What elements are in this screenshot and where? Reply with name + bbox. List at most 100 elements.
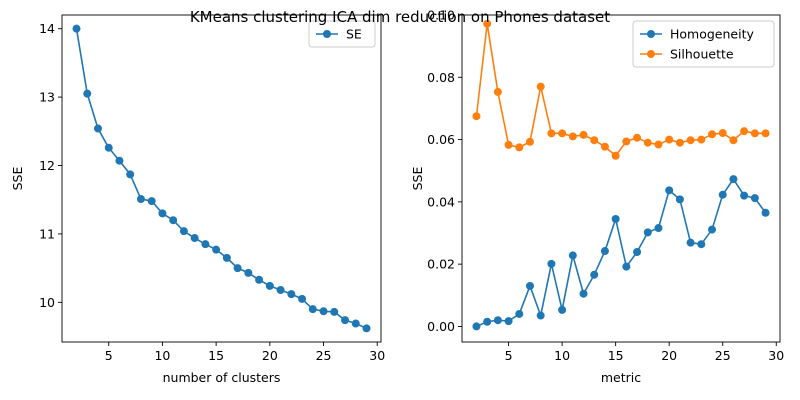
data-point-silhouette [600,142,609,151]
y-tick-label: 0.06 [427,132,455,147]
data-point-se [147,197,156,206]
legend: SE [308,20,376,48]
y-tick-label: 11 [39,226,55,241]
legend-label-silhouette: Silhouette [670,47,734,62]
data-point-homogeneity [761,208,770,217]
data-point-homogeneity [525,281,534,290]
data-point-homogeneity [675,195,684,204]
x-axis-label: metric [601,370,641,385]
x-tick-label: 30 [369,348,385,363]
y-tick-label: 0.08 [427,70,455,85]
y-tick-label: 0.02 [427,257,455,272]
data-point-silhouette [718,129,727,138]
data-point-silhouette [504,140,513,149]
legend-box [308,20,376,48]
data-point-homogeneity [611,214,620,223]
data-point-homogeneity [740,191,749,200]
data-point-silhouette [761,129,770,138]
data-point-silhouette [483,19,492,28]
data-point-se [83,89,92,98]
y-tick-label: 10 [39,295,55,310]
y-tick-label: 0.04 [427,194,455,209]
plot-area [472,19,770,331]
data-point-se [255,275,264,284]
legend-marker-se [323,30,331,38]
x-tick-label: 25 [316,348,332,363]
data-point-silhouette [740,127,749,136]
data-point-silhouette [675,138,684,147]
series-line-se [75,28,367,330]
data-point-se [233,264,242,273]
data-point-silhouette [686,136,695,145]
data-point-silhouette [750,129,759,138]
legend-marker-homogeneity [647,30,655,38]
data-point-se [351,319,360,328]
y-tick-label: 12 [39,158,55,173]
legend-label-homogeneity: Homogeneity [670,27,754,42]
data-point-se [319,307,328,316]
data-point-homogeneity [622,262,631,271]
data-point-se [222,253,231,262]
data-point-se [72,24,81,33]
x-tick-label: 20 [262,348,278,363]
x-tick-label: 5 [105,348,113,363]
x-tick-label: 5 [505,348,513,363]
x-tick-label: 15 [208,348,224,363]
data-point-se [93,124,102,133]
data-point-se [308,305,317,314]
x-tick-label: 10 [154,348,170,363]
data-point-se [341,316,350,325]
data-point-silhouette [590,136,599,145]
plot-area [72,24,371,333]
legend-marker-silhouette [647,50,655,58]
data-point-silhouette [633,133,642,142]
y-tick-label: 13 [39,90,55,105]
data-point-homogeneity [536,311,545,320]
data-point-homogeneity [750,194,759,203]
legend-box [632,20,775,68]
x-tick-label: 25 [715,348,731,363]
axes-frame [461,14,781,343]
y-tick-label: 0.10 [427,8,455,23]
data-point-homogeneity [600,247,609,256]
data-point-homogeneity [579,289,588,298]
data-point-homogeneity [590,270,599,279]
data-point-silhouette [579,130,588,139]
data-point-silhouette [515,143,524,152]
y-tick-label: 0.00 [427,319,455,334]
data-point-se [298,294,307,303]
data-point-se [136,195,145,204]
x-tick-label: 15 [608,348,624,363]
data-point-silhouette [643,138,652,147]
data-point-se [158,209,167,218]
data-point-silhouette [697,135,706,144]
data-point-se [179,227,188,236]
data-point-se [276,286,285,295]
y-axis-label: SSE [10,167,25,191]
data-point-se [115,156,124,165]
data-point-se [362,324,371,333]
axes-frame [61,14,382,343]
right-subplot: 5 10 15 20 25 30 0.00 0.02 0.04 0.06 0.08 0.10 metri… [410,8,784,386]
x-tick-label: 10 [554,348,570,363]
data-point-silhouette [525,137,534,146]
data-point-silhouette [665,135,674,144]
data-point-se [212,245,221,254]
legend: Homogeneity Silhouette [632,20,775,68]
data-point-se [190,234,199,243]
data-point-se [126,170,135,179]
data-point-homogeneity [493,316,502,325]
data-point-silhouette [611,151,620,160]
x-tick-label: 20 [661,348,677,363]
data-point-se [104,143,113,152]
data-point-homogeneity [718,190,727,199]
data-point-silhouette [547,129,556,138]
data-point-silhouette [729,136,738,145]
data-point-homogeneity [504,317,513,326]
data-point-se [201,240,210,249]
data-point-homogeneity [515,309,524,318]
x-axis-label: number of clusters [163,370,281,385]
y-tick-label: 14 [39,21,55,36]
data-point-homogeneity [654,224,663,233]
